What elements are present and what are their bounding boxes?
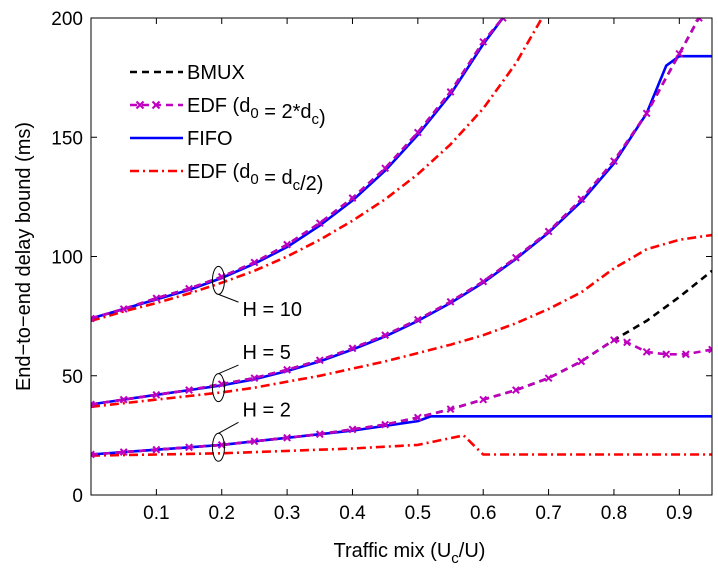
- data-point-h-5-2: [152, 390, 161, 399]
- data-point-h-5-1: [119, 395, 128, 404]
- data-point-h-2-17: [623, 338, 631, 347]
- data-point-h-10-8: [348, 194, 357, 202]
- x-tick-label: 0.8: [601, 503, 627, 524]
- legend-label-bmux: BMUX: [187, 62, 245, 84]
- data-point-h-10-11: [446, 88, 455, 96]
- legend-label-edf-2dc: EDF (d0 = 2*dc): [187, 95, 326, 129]
- data-point-h-5-14: [544, 227, 553, 236]
- data-point-h-10-3: [185, 284, 193, 293]
- group-label: H = 10: [242, 299, 301, 321]
- data-point-h-5-16: [610, 157, 618, 166]
- series-line-edf-2dc-h-2: [91, 338, 712, 456]
- data-point-h-5-6: [283, 365, 292, 374]
- data-point-h-2-0: [91, 450, 95, 459]
- data-point-h-10-1: [119, 305, 128, 313]
- data-point-h-2-8: [348, 425, 357, 434]
- data-point-h-2-10: [413, 413, 422, 422]
- legend-marker: [135, 100, 145, 110]
- data-point-h-2-19: [662, 350, 671, 359]
- data-point-h-5-13: [511, 253, 520, 262]
- data-point-h-5-3: [185, 386, 193, 394]
- legend-label-edf-dc2: EDF (d0 = dc/2): [187, 161, 323, 195]
- data-point-h-10-5: [250, 258, 259, 267]
- legend: BMUX EDF (d0 = 2*dc)FIFO EDF (d0 = dc/2): [130, 62, 326, 195]
- x-tick-label: 0.9: [666, 503, 692, 524]
- data-point-h-2-5: [250, 437, 259, 446]
- data-point-h-2-18: [642, 347, 651, 356]
- annotations: H = 10 H = 5 H = 2: [211, 265, 302, 462]
- axes: 0.1 0.2 0.3 0.4 0.5 0.6 0.7 0.8 0.9 0 50 100 150 200 T…: [13, 9, 712, 567]
- data-point-h-2-9: [381, 420, 390, 429]
- data-point-h-2-14: [544, 374, 553, 383]
- series-line-bmux-h-2: [91, 269, 712, 456]
- x-tick-label: 0.5: [405, 503, 431, 524]
- series-line-fifo-h-5: [91, 54, 712, 406]
- data-point-h-10-12: [479, 37, 488, 46]
- group-leader-line: [218, 364, 239, 375]
- data-point-h-5-9: [381, 331, 390, 340]
- data-point-h-10-10: [413, 128, 422, 137]
- data-point-h-10-0: [91, 314, 95, 323]
- series-line-fifo-h-10: [91, 18, 504, 320]
- data-point-h-10-6: [283, 240, 292, 249]
- data-point-h-2-6: [283, 433, 292, 442]
- y-tick-label: 150: [51, 128, 83, 149]
- data-point-h-2-12: [479, 395, 488, 404]
- series-line-edf-dc2-h-2: [91, 434, 712, 457]
- series-line-edf-dc2-h-5: [91, 233, 712, 409]
- plot-data: [91, 18, 712, 459]
- y-tick-label: 200: [51, 9, 83, 30]
- data-point-h-5-10: [413, 315, 422, 324]
- legend-marker: [151, 100, 161, 110]
- data-point-h-5-8: [348, 344, 357, 353]
- group-label: H = 2: [242, 399, 290, 421]
- data-point-h-10-9: [381, 164, 390, 173]
- y-axis-title: End−to−end delay bound (ms): [13, 122, 35, 391]
- legend-label-fifo: FIFO: [187, 128, 233, 150]
- data-point-h-5-15: [577, 195, 586, 204]
- data-point-h-5-17: [642, 109, 651, 118]
- x-tick-label: 0.1: [143, 503, 169, 524]
- data-point-h-10-2: [152, 294, 161, 303]
- group-label: H = 5: [242, 342, 290, 364]
- data-point-h-5-0: [91, 400, 95, 409]
- group-leader-line: [218, 293, 239, 303]
- data-point-h-5-11: [446, 297, 455, 306]
- series-line-edf-2dc-h-10: [91, 18, 504, 320]
- x-axis-title: Traffic mix (Uc/U): [334, 540, 486, 567]
- data-point-h-5-5: [250, 374, 259, 383]
- data-point-h-2-7: [315, 430, 324, 439]
- series-line-edf-dc2-h-10: [91, 18, 544, 323]
- series-line-bmux-h-5: [91, 18, 701, 406]
- data-point-h-5-7: [315, 356, 324, 365]
- x-tick-label: 0.7: [535, 503, 561, 524]
- data-point-h-5-18: [675, 49, 684, 58]
- data-point-h-5-12: [479, 277, 488, 286]
- data-point-h-2-13: [511, 386, 520, 394]
- data-point-h-2-2: [152, 445, 161, 454]
- x-tick-label: 0.3: [274, 503, 300, 524]
- y-tick-label: 50: [62, 367, 83, 388]
- y-tick-label: 0: [72, 486, 83, 507]
- data-point-h-2-11: [446, 405, 455, 414]
- x-tick-label: 0.4: [339, 503, 366, 524]
- data-point-h-2-20: [681, 350, 690, 359]
- data-point-h-2-1: [119, 448, 128, 456]
- series-line-bmux-h-10: [91, 18, 504, 320]
- data-point-h-2-15: [577, 357, 586, 366]
- data-point-h-2-3: [185, 443, 193, 452]
- x-tick-label: 0.6: [470, 503, 496, 524]
- series-line-edf-2dc-h-5: [91, 18, 701, 406]
- x-tick-label: 0.2: [209, 503, 235, 524]
- data-point-h-2-16: [610, 336, 618, 344]
- group-leader-line: [218, 421, 239, 434]
- data-point-h-2-21: [708, 345, 712, 354]
- y-tick-label: 100: [51, 248, 83, 269]
- data-point-h-10-7: [315, 219, 324, 228]
